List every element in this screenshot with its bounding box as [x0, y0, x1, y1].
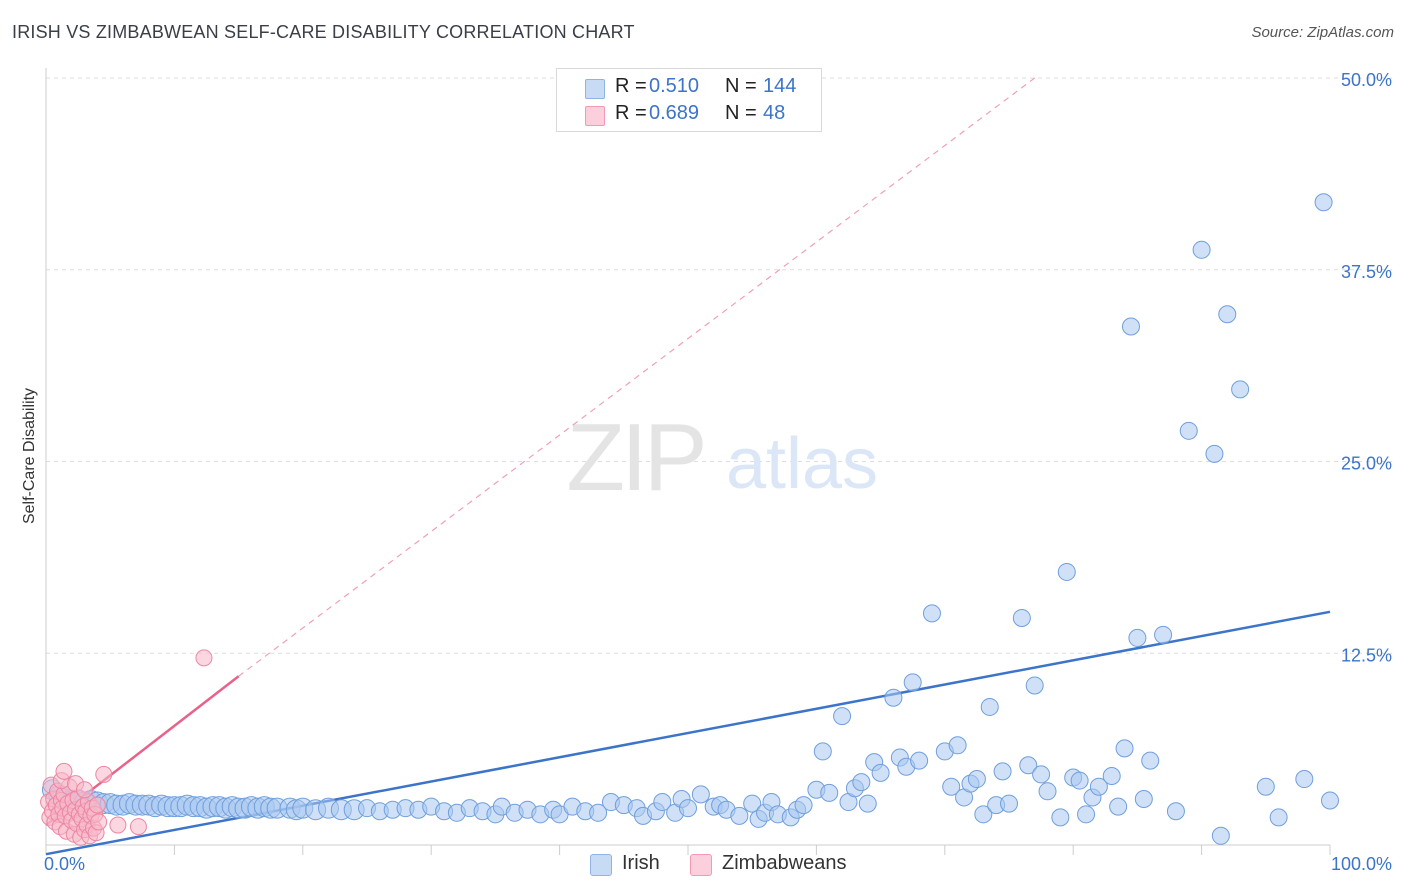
irish-point: [993, 762, 1012, 781]
irish-point: [1141, 751, 1160, 770]
irish-point: [980, 697, 999, 716]
tick-labels: 12.5% 25.0% 37.5% 50.0% 0.0% 100.0%: [44, 70, 1392, 874]
irish-point: [1102, 766, 1121, 785]
irish-point: [871, 763, 890, 782]
zimbabwean-point: [88, 796, 106, 814]
irish-point: [820, 783, 839, 802]
y-tick-label: 50.0%: [1341, 70, 1392, 90]
irish-point: [1321, 791, 1339, 810]
irish-point: [679, 799, 697, 818]
n-label: N =: [725, 102, 757, 124]
legend-swatch-irish: [590, 854, 612, 876]
irish-point: [1057, 562, 1076, 581]
irish-point: [1032, 765, 1051, 784]
irish-point: [884, 688, 903, 707]
y-tick-label: 25.0%: [1341, 454, 1392, 474]
irish-point: [1218, 305, 1237, 324]
irish-point: [942, 777, 961, 796]
zimbabwean-point: [195, 649, 213, 667]
irish-point: [1314, 193, 1333, 212]
r-value: 0.510: [649, 75, 700, 97]
zimbabwean-points: [40, 649, 213, 846]
irish-point: [1295, 770, 1314, 789]
watermark: ZIP atlas: [566, 404, 878, 511]
irish-point: [743, 794, 762, 813]
irish-point: [1205, 444, 1224, 463]
irish-point: [653, 793, 672, 812]
irish-point: [1179, 421, 1198, 440]
n-value: 48: [763, 102, 786, 124]
irish-point: [1038, 782, 1057, 801]
irish-point: [1192, 240, 1211, 259]
x-tick-label: 100.0%: [1331, 854, 1392, 874]
irish-point: [974, 805, 993, 824]
irish-point: [1128, 628, 1147, 647]
irish-point: [813, 742, 832, 761]
irish-point: [948, 736, 967, 755]
n-label: N =: [725, 75, 757, 97]
zimbabwean-point: [109, 816, 127, 834]
zimbabwean-point: [55, 762, 73, 780]
irish-point: [1115, 739, 1134, 758]
watermark-zip: ZIP: [566, 404, 703, 511]
irish-point: [1019, 756, 1038, 775]
zimbabwean-point: [95, 765, 113, 783]
axes: [45, 68, 1331, 855]
x-tick-label: 0.0%: [44, 854, 85, 874]
legend-swatch-zimbabwean: [585, 106, 605, 126]
legend-swatch-zimbabwean: [690, 854, 712, 876]
y-axis-label: Self-Care Disability: [21, 388, 38, 524]
gridlines: [46, 77, 1392, 654]
irish-point: [1012, 608, 1031, 627]
n-value: 144: [763, 75, 797, 97]
correlation-legend: R = 0.510 N = 144 R = 0.689 N = 48: [556, 68, 822, 132]
irish-point: [1166, 802, 1185, 821]
legend-row-irish: R = 0.510 N = 144: [557, 75, 821, 101]
irish-point: [1000, 794, 1018, 813]
irish-point: [1089, 777, 1108, 796]
y-tick-label: 12.5%: [1341, 645, 1392, 665]
irish-point: [589, 803, 608, 822]
r-label: R =: [615, 75, 647, 97]
irish-point: [1211, 826, 1230, 845]
irish-point: [1051, 808, 1070, 827]
irish-points: [41, 193, 1339, 845]
legend-row-zimbabwean: R = 0.689 N = 48: [557, 102, 821, 128]
zimbabwean-point: [90, 813, 108, 831]
irish-point: [1025, 676, 1044, 695]
irish-point: [1154, 625, 1173, 644]
watermark-atlas: atlas: [726, 424, 878, 504]
r-label: R =: [615, 102, 647, 124]
irish-point: [1231, 380, 1250, 399]
irish-point: [910, 751, 929, 770]
irish-point: [1077, 805, 1096, 824]
irish-point: [1269, 808, 1288, 827]
irish-point: [903, 673, 922, 692]
irish-point: [852, 773, 871, 792]
chart-title: IRISH VS ZIMBABWEAN SELF-CARE DISABILITY…: [12, 22, 635, 42]
legend-swatch-irish: [585, 79, 605, 99]
irish-point: [858, 794, 877, 813]
irish-point: [730, 806, 749, 825]
irish-point: [1256, 777, 1275, 796]
irish-point: [1121, 317, 1140, 336]
irish-point: [691, 785, 710, 804]
irish-point: [833, 707, 852, 726]
irish-point: [1070, 771, 1089, 790]
legend-label-zimbabwean: Zimbabweans: [722, 852, 847, 874]
zimbabwean-point: [76, 781, 94, 799]
zimbabwean-point: [129, 818, 147, 836]
irish-point: [967, 770, 986, 789]
irish-point: [1134, 789, 1153, 808]
y-tick-label: 37.5%: [1341, 262, 1392, 282]
irish-point: [922, 604, 941, 623]
zimbabwean-trend-extension: [238, 77, 1036, 677]
source-label: Source: ZipAtlas.com: [1251, 24, 1394, 41]
legend-label-irish: Irish: [622, 852, 660, 874]
r-value: 0.689: [649, 102, 700, 124]
irish-point: [794, 796, 813, 815]
irish-point: [1109, 797, 1128, 816]
